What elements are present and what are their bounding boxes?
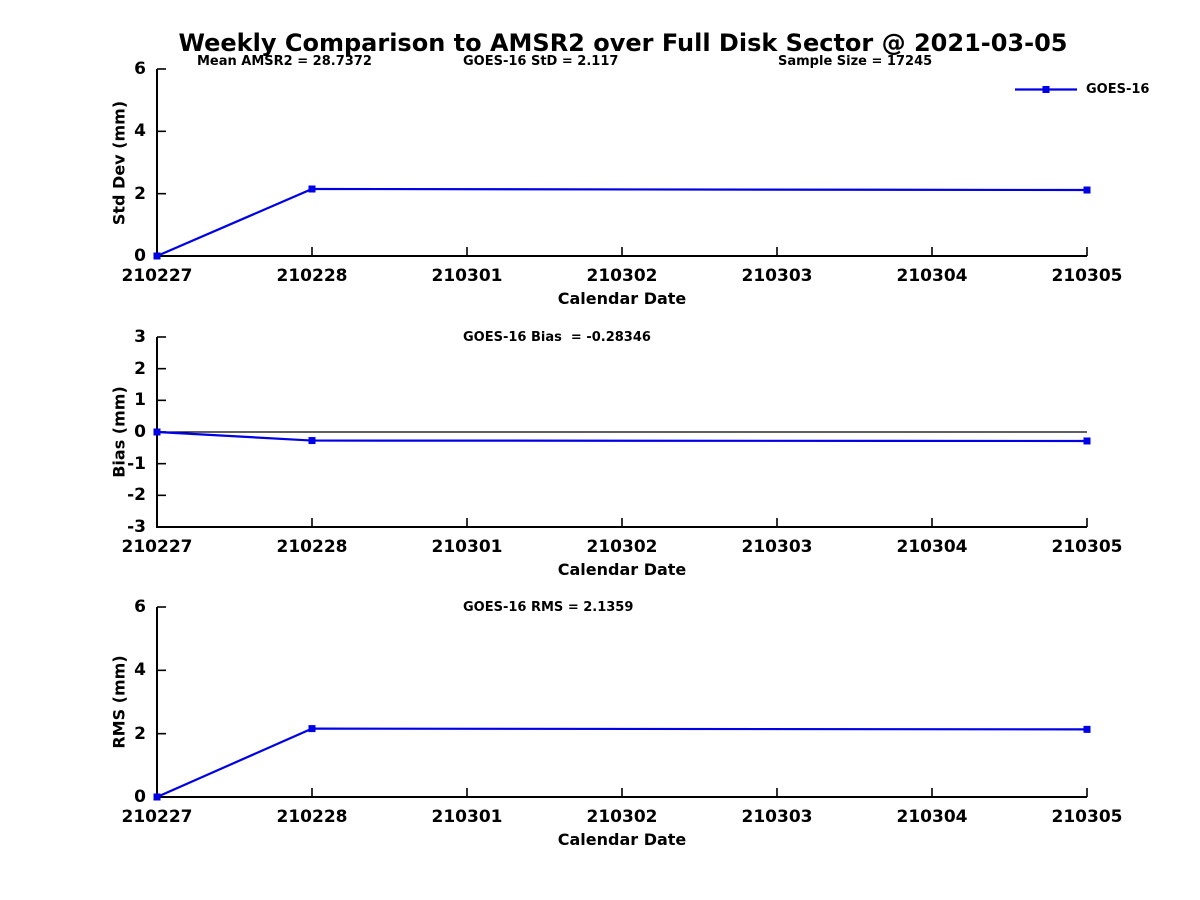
legend-sample-line: [1015, 86, 1077, 93]
legend-entry-label: GOES-16: [1086, 82, 1150, 97]
x-tick-label: 210228: [276, 807, 348, 827]
x-tick-label: 210302: [586, 266, 658, 286]
stat-sample-size: Sample Size = 17245: [778, 54, 933, 69]
x-tick-label: 210305: [1051, 807, 1123, 827]
stat-mean-amsr2: Mean AMSR2 = 28.7372: [197, 54, 372, 69]
subplot-rms: [153, 606, 1091, 801]
y-tick-label: 0: [134, 422, 146, 442]
figure-title: Weekly Comparison to AMSR2 over Full Dis…: [178, 29, 1068, 57]
y-tick-label: 0: [134, 246, 146, 266]
x-tick-label: 210303: [741, 807, 813, 827]
y-tick-label: 2: [134, 183, 146, 204]
subplot-bias: [153, 336, 1091, 528]
x-tick-label: 210304: [896, 807, 968, 827]
axis-title-y: Bias (mm): [109, 386, 129, 478]
y-tick-label: -3: [127, 517, 146, 537]
x-tick-label: 210303: [741, 537, 813, 557]
axis-title-x: Calendar Date: [557, 560, 687, 579]
x-tick-label: 210304: [896, 266, 968, 286]
x-tick-label: 210301: [431, 266, 503, 286]
x-tick-label: 210227: [121, 537, 193, 557]
y-tick-label: 6: [134, 59, 146, 79]
y-tick-label: 3: [134, 327, 146, 347]
y-tick-label: -1: [127, 453, 146, 474]
x-tick-label: 210304: [896, 537, 968, 557]
x-tick-label: 210303: [741, 266, 813, 286]
y-tick-label: 2: [134, 723, 146, 744]
y-tick-label: 4: [134, 121, 146, 142]
y-tick-label: -2: [127, 485, 146, 506]
y-tick-label: 6: [134, 597, 146, 617]
subplot-std-dev: [153, 68, 1091, 260]
x-tick-label: 210227: [121, 266, 193, 286]
axis-title-x: Calendar Date: [557, 830, 687, 849]
stat-goes16-std: GOES-16 StD = 2.117: [463, 54, 619, 69]
x-tick-label: 210305: [1051, 266, 1123, 286]
y-tick-label: 2: [134, 358, 146, 379]
axis-title-x: Calendar Date: [557, 289, 687, 308]
y-tick-label: 1: [134, 390, 146, 411]
x-tick-label: 210301: [431, 537, 503, 557]
subplot-heading-bias: GOES-16 Bias = -0.28346: [463, 330, 651, 345]
y-tick-label: 0: [134, 787, 146, 807]
x-tick-label: 210228: [276, 537, 348, 557]
x-tick-label: 210228: [276, 266, 348, 286]
x-tick-label: 210302: [586, 537, 658, 557]
subplot-heading-rms: GOES-16 RMS = 2.1359: [463, 600, 634, 615]
y-tick-label: 4: [134, 660, 146, 681]
x-tick-label: 210227: [121, 807, 193, 827]
x-tick-label: 210302: [586, 807, 658, 827]
x-tick-label: 210301: [431, 807, 503, 827]
axis-title-y: Std Dev (mm): [109, 100, 129, 225]
x-tick-label: 210305: [1051, 537, 1123, 557]
axis-title-y: RMS (mm): [109, 655, 129, 749]
